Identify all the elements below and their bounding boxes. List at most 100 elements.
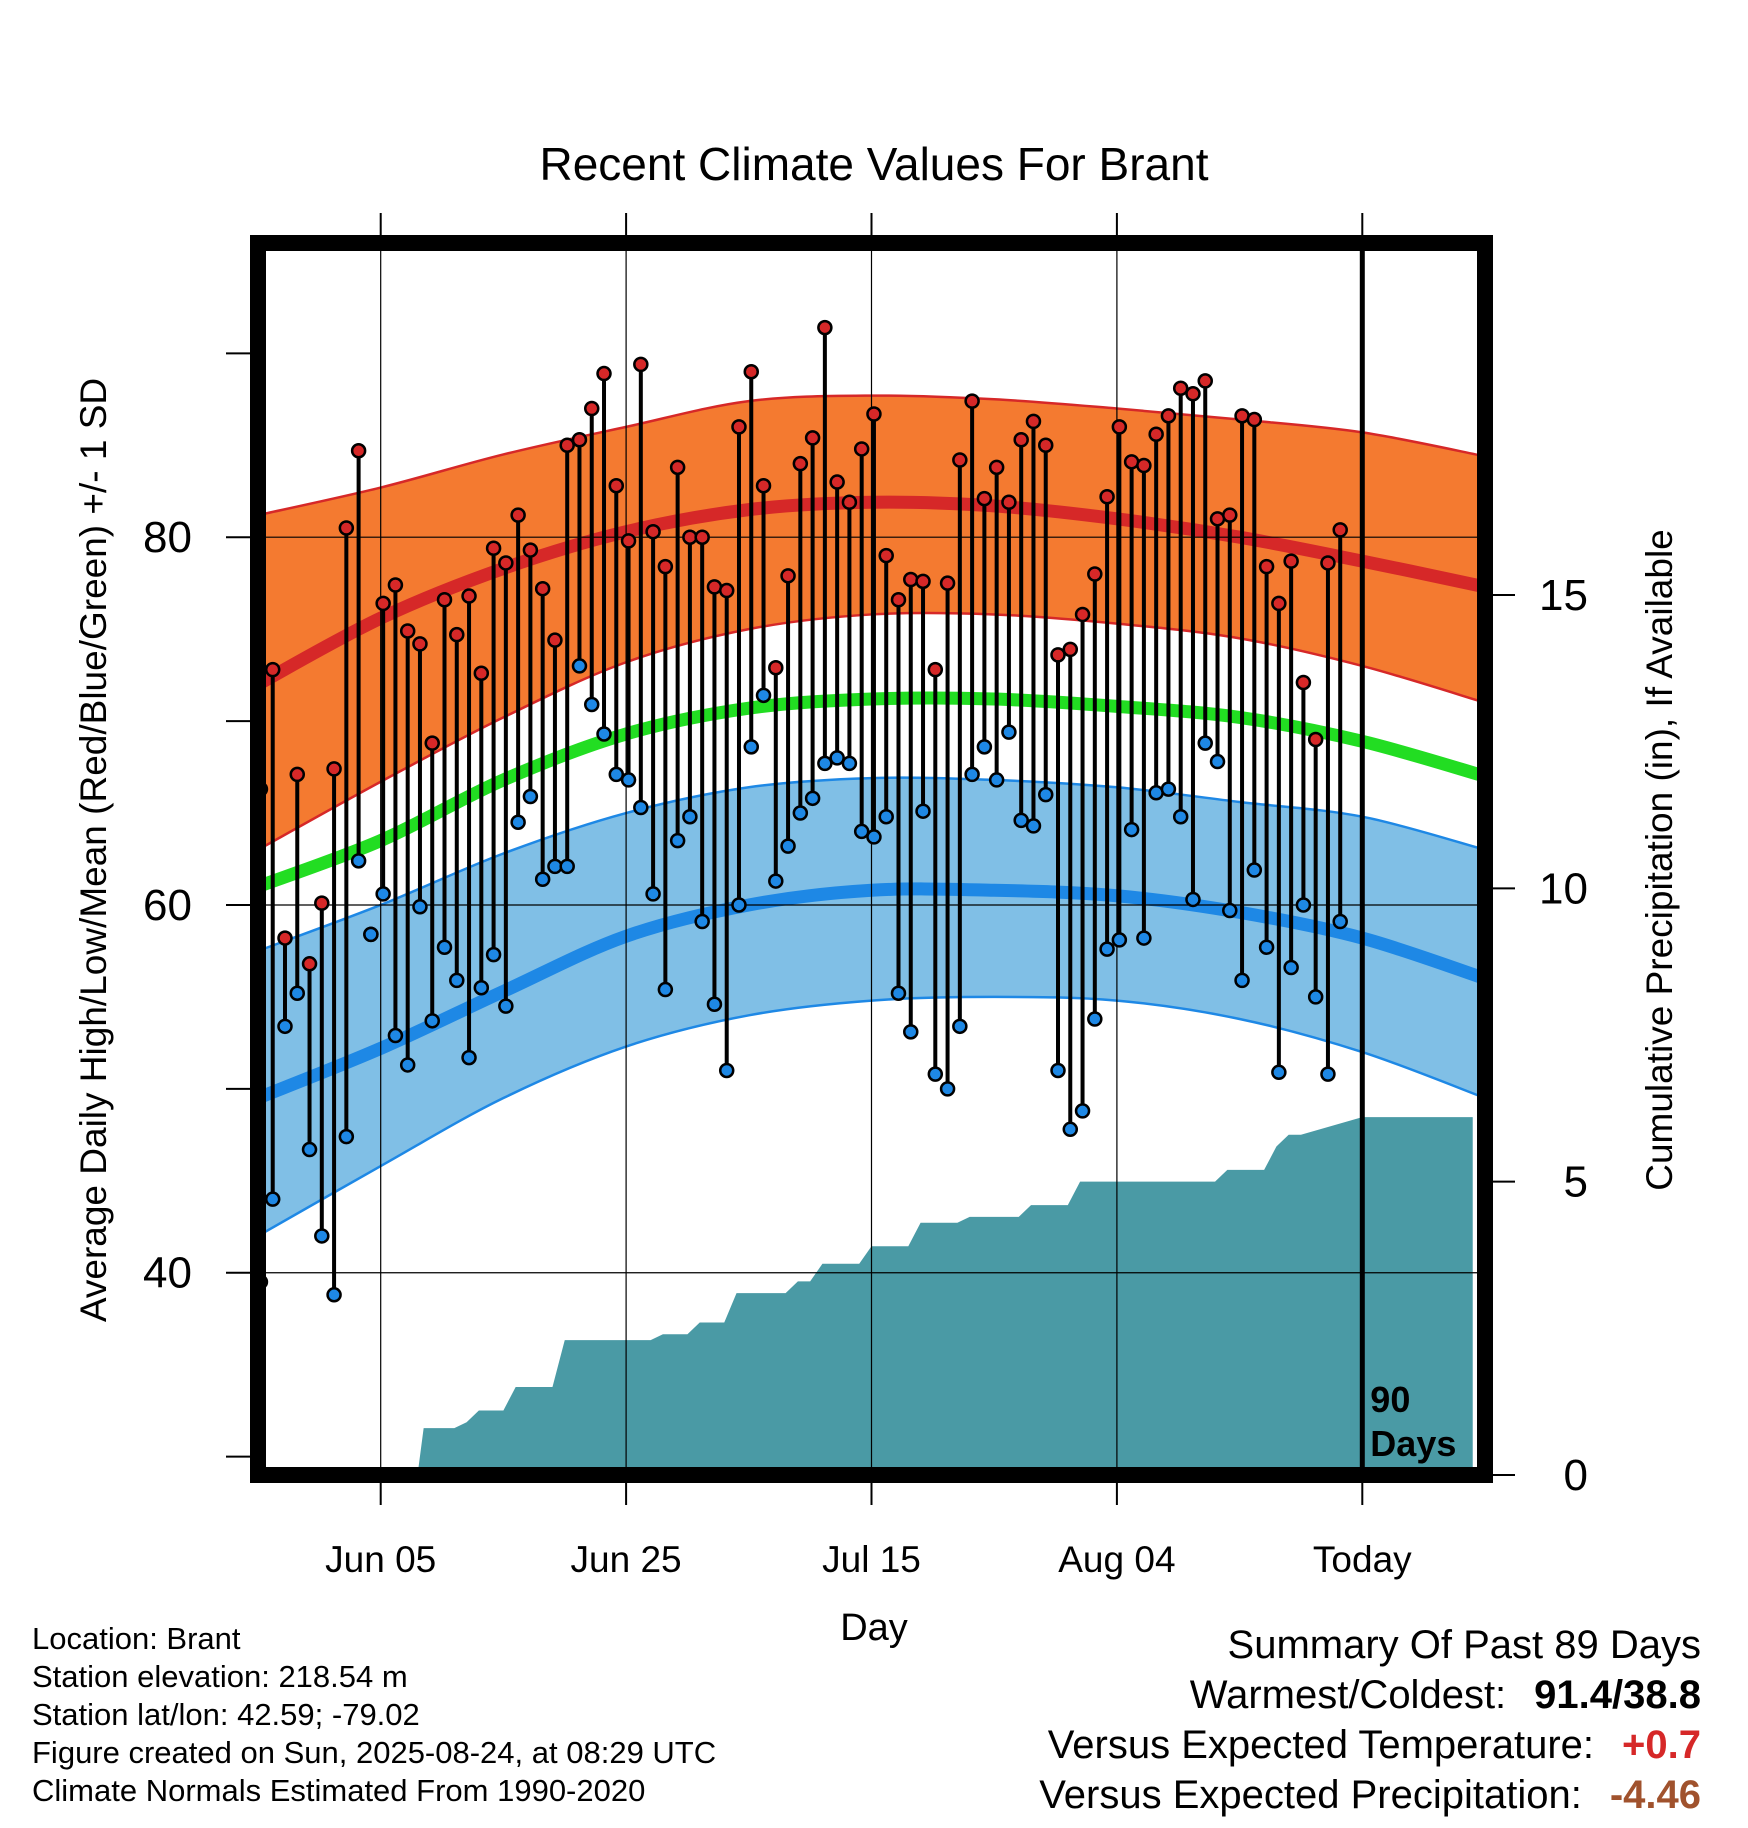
daily-high-point — [633, 356, 649, 373]
daily-low-point — [1258, 939, 1275, 956]
daily-low-point — [1037, 786, 1054, 803]
station-info: Location: Brant Station elevation: 218.5… — [32, 1620, 716, 1810]
daily-low-point — [1099, 941, 1115, 957]
daily-low-point — [718, 1062, 735, 1079]
axes: Jun 05 Jun 25 Jul 15 Aug 04 Today 40 60 80 0 5 10 1… — [143, 213, 1588, 1580]
x-tick-label: Jul 15 — [822, 1539, 921, 1580]
daily-high-point — [768, 660, 784, 676]
daily-high-point — [547, 632, 563, 648]
daily-low-point — [952, 1018, 968, 1035]
daily-high-point — [1111, 419, 1128, 435]
daily-low-point — [1013, 812, 1029, 829]
daily-high-point — [375, 595, 391, 612]
daily-high-point — [669, 459, 686, 476]
daily-high-point — [1025, 413, 1042, 430]
daily-low-point — [1123, 821, 1140, 838]
summary-panel: Summary Of Past 89 Days Warmest/Coldest:… — [1039, 1620, 1701, 1820]
daily-low-point — [633, 799, 649, 816]
daily-high-point — [1271, 595, 1287, 612]
daily-low-point — [903, 1024, 919, 1040]
daily-high-point — [608, 477, 625, 494]
daily-high-point — [731, 419, 747, 435]
daily-low-point — [657, 981, 674, 998]
daily-high-point — [1074, 606, 1091, 623]
daily-high-point — [485, 540, 502, 556]
daily-high-point — [473, 665, 490, 682]
daily-high-point — [988, 459, 1005, 476]
daily-low-point — [436, 939, 453, 956]
daily-low-point — [853, 823, 870, 840]
daily-high-point — [1013, 432, 1029, 448]
daily-low-point — [1197, 735, 1213, 751]
daily-low-point — [694, 913, 710, 930]
y2-tick-label: 10 — [1539, 864, 1588, 913]
daily-high-point — [1136, 457, 1152, 474]
x-axis-label: Day — [840, 1607, 908, 1649]
x-tick-label: Jun 05 — [325, 1539, 436, 1580]
daily-high-point — [1234, 408, 1250, 424]
daily-high-point — [1160, 408, 1177, 424]
chart-title: Recent Climate Values For Brant — [540, 138, 1209, 190]
daily-high-point — [1197, 373, 1213, 389]
daily-high-point — [694, 529, 710, 545]
daily-low-point — [363, 926, 379, 943]
daily-low-point — [338, 1128, 355, 1145]
today-days-label: 90 — [1370, 1379, 1410, 1420]
daily-high-point — [1099, 489, 1115, 505]
daily-low-point — [1062, 1121, 1079, 1138]
warmest-value: 91.4/38.8 — [1534, 1673, 1701, 1717]
y-tick-label: 60 — [143, 881, 192, 930]
daily-high-point — [706, 579, 723, 595]
y2-axis-label: Cumulative Precipitation (in), If Availa… — [1639, 529, 1680, 1191]
daily-low-point — [264, 1191, 281, 1207]
daily-high-point — [1001, 494, 1017, 511]
daily-high-point — [903, 571, 919, 588]
daily-low-point — [1271, 1064, 1287, 1081]
daily-low-point — [559, 858, 575, 875]
daily-low-point — [1160, 781, 1177, 797]
temp-row: Versus Expected Temperature: +0.7 — [1039, 1720, 1701, 1770]
daily-high-point — [1222, 507, 1238, 523]
daily-low-point — [449, 972, 465, 989]
normals-text: Climate Normals Estimated From 1990-2020 — [32, 1773, 646, 1808]
daily-low-point — [596, 726, 612, 742]
daily-high-point — [657, 558, 674, 575]
daily-high-point — [1246, 411, 1263, 428]
created-text: Figure created on Sun, 2025-08-24, at 08… — [32, 1735, 717, 1770]
daily-high-point — [424, 735, 440, 751]
daily-low-point — [534, 871, 551, 887]
daily-low-point — [927, 1066, 944, 1082]
daily-low-point — [768, 873, 784, 889]
daily-low-point — [1246, 862, 1263, 878]
daily-high-point — [571, 432, 588, 448]
daily-high-point — [301, 956, 318, 972]
daily-low-point — [412, 899, 428, 915]
daily-high-point — [338, 520, 355, 536]
x-tick-label: Aug 04 — [1058, 1539, 1175, 1580]
daily-low-point — [571, 658, 588, 674]
daily-low-point — [583, 696, 600, 713]
daily-low-point — [1111, 932, 1128, 948]
daily-high-point — [718, 582, 735, 599]
daily-high-point — [436, 591, 453, 608]
daily-low-point — [399, 1057, 416, 1073]
elevation-text: Station elevation: 218.54 m — [32, 1659, 408, 1694]
y2-tick-label: 0 — [1564, 1451, 1588, 1500]
daily-high-point — [1307, 731, 1324, 748]
daily-high-point — [1062, 641, 1079, 658]
daily-low-point — [706, 996, 723, 1013]
daily-high-point — [583, 400, 600, 417]
daily-low-point — [964, 766, 980, 783]
y-tick-label: 80 — [143, 513, 192, 562]
daily-high-point — [449, 626, 465, 643]
daily-low-point — [1148, 785, 1164, 801]
daily-high-point — [1332, 522, 1348, 538]
daily-high-point — [1148, 426, 1164, 442]
daily-low-point — [620, 772, 637, 788]
daily-low-point — [387, 1027, 404, 1044]
daily-high-point — [792, 455, 809, 472]
warmest-label: Warmest/Coldest: — [1189, 1673, 1507, 1717]
temp-label: Versus Expected Temperature: — [1047, 1723, 1595, 1767]
